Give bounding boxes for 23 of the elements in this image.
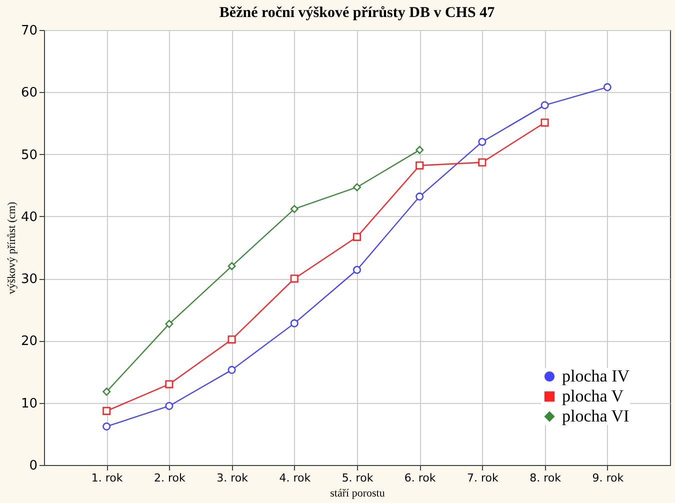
x-tick-label: 2. rok [154, 472, 186, 484]
x-tick-label: 7. rok [467, 472, 500, 484]
x-axis-title: stáří porostu [330, 488, 386, 500]
y-tick-label: 50 [20, 148, 38, 163]
y-tick-label: 0 [29, 458, 38, 474]
x-tick-label: 1. rok [91, 472, 124, 484]
y-axis-title: výškový přírůst (cm) [6, 202, 18, 294]
x-tick-label: 3. rok [216, 472, 249, 484]
y-tick-label: 60 [20, 86, 38, 101]
x-tick-label: 4. rok [279, 472, 312, 484]
y-tick-label: 30 [20, 272, 38, 288]
x-tick-label: 6. rok [404, 472, 436, 484]
x-tick-label: 9. rok [592, 472, 624, 484]
legend-label: plocha IV [562, 366, 630, 386]
x-tick-label: 5. rok [342, 472, 374, 484]
chart-title: Běžné roční výškové přírůsty DB v CHS 47 [219, 5, 496, 21]
y-tick-label: 70 [20, 24, 38, 38]
legend-label: plocha V [562, 386, 624, 406]
x-tick-label: 8. rok [530, 472, 562, 484]
y-tick-label: 20 [20, 334, 38, 350]
legend-label: plocha VI [562, 406, 630, 426]
y-tick-label: 40 [20, 210, 38, 225]
y-tick-label: 10 [20, 396, 38, 412]
